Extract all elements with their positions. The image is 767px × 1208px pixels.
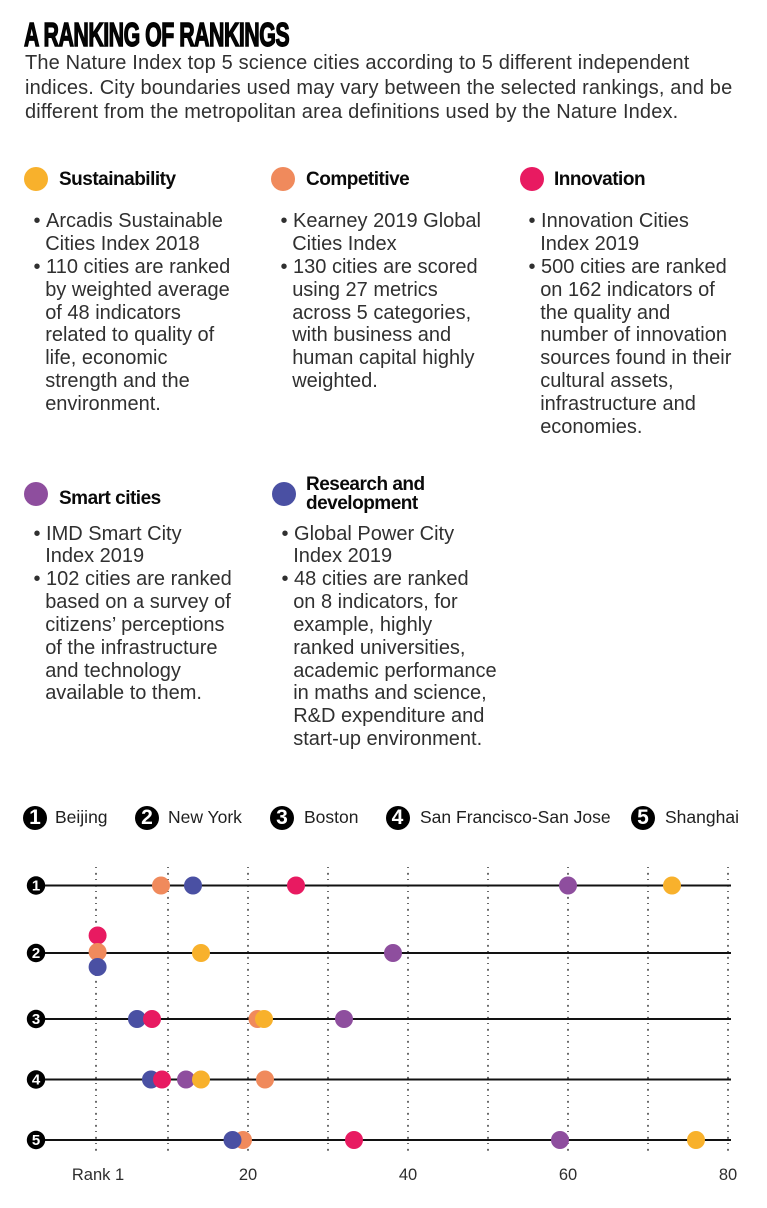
svg-text:80: 80 — [719, 1166, 737, 1184]
svg-text:20: 20 — [239, 1166, 257, 1184]
svg-text:5: 5 — [32, 1132, 40, 1149]
svg-text:4: 4 — [32, 1072, 41, 1089]
svg-text:2: 2 — [32, 945, 40, 962]
svg-text:3: 3 — [32, 1011, 40, 1028]
svg-text:40: 40 — [399, 1166, 417, 1184]
svg-text:60: 60 — [559, 1166, 577, 1184]
svg-text:1: 1 — [32, 878, 40, 895]
svg-text:Rank 1: Rank 1 — [72, 1166, 124, 1184]
